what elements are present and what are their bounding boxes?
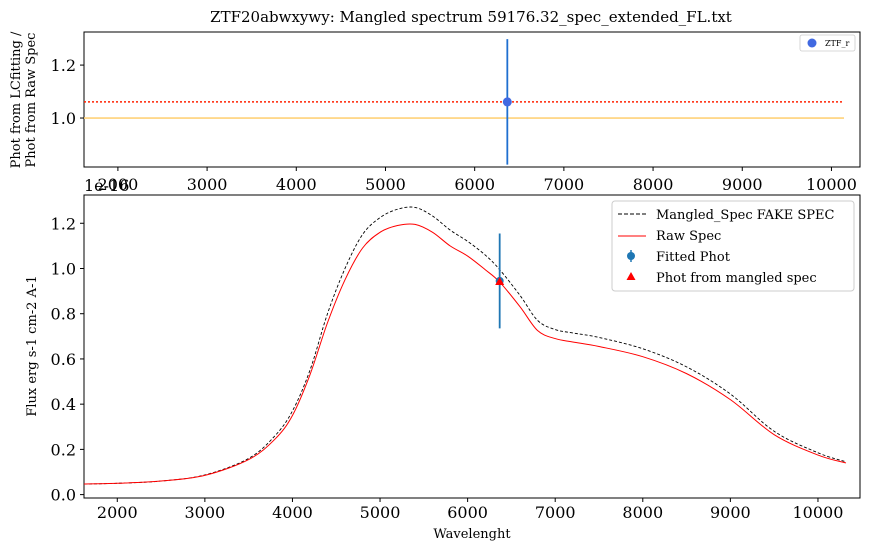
ratio-x-tick-label: 6000: [454, 175, 495, 194]
ratio-y-tick-label: 1.2: [51, 56, 76, 75]
x-tick-label: 7000: [535, 503, 576, 522]
ratio-x-tick-label: 2000: [98, 175, 139, 194]
ratio-x-tick-label: 7000: [544, 175, 585, 194]
ratio-x-tick-label: 4000: [276, 175, 317, 194]
mangled-phot-point: [495, 277, 505, 286]
ratio-y-axis-label-line1: Phot from LCfitting /: [9, 31, 24, 168]
y-tick-label: 0.4: [51, 395, 76, 414]
ratio-legend-marker: [807, 38, 817, 48]
chart-title: ZTF20abwxywy: Mangled spectrum 59176.32_…: [210, 8, 732, 26]
ratio-x-axis: 2000 3000 4000 5000 6000 7000 8000 9000 10000: [98, 167, 857, 194]
x-tick-label: 10000: [793, 503, 844, 522]
ratio-y-axis-label-line2: Phot from Raw Spec: [24, 33, 39, 168]
legend-label-mangled: Mangled_Spec FAKE SPEC: [656, 208, 835, 223]
x-tick-label: 3000: [185, 503, 226, 522]
legend-label-raw: Raw Spec: [656, 229, 721, 244]
legend-box: [611, 200, 855, 292]
ratio-x-tick-label: 10000: [806, 175, 857, 194]
ratio-x-tick-label: 3000: [187, 175, 228, 194]
legend-marker-phot-mangled: [626, 272, 636, 280]
y-tick-label: 0.0: [51, 486, 76, 505]
spectrum-x-axis: 2000 3000 4000 5000 6000 7000 8000 9000 10000: [97, 498, 843, 522]
spectrum-panel: 2000 3000 4000 5000 6000 7000 8000 9000 10000 0.…: [25, 176, 861, 542]
x-tick-label: 9000: [710, 503, 751, 522]
raw-spectrum-line: [83, 223, 847, 485]
spectrum-plot-frame: [83, 194, 861, 499]
ratio-panel: 2000 3000 4000 5000 6000 7000 8000 9000 10000 1.…: [9, 31, 861, 194]
offset-text: 1e-16: [84, 176, 129, 195]
x-tick-label: 6000: [447, 503, 488, 522]
x-axis-label: Wavelenght: [433, 527, 511, 542]
ratio-x-tick-label: 5000: [365, 175, 406, 194]
legend-label-phot-mangled: Phot from mangled spec: [656, 271, 817, 286]
ratio-legend-label: ZTF_r: [825, 39, 849, 48]
x-tick-label: 2000: [97, 503, 138, 522]
spectrum-lines: [83, 206, 847, 485]
x-tick-label: 4000: [272, 503, 313, 522]
y-axis-label: Flux erg s-1 cm-2 A-1: [25, 275, 40, 416]
y-tick-label: 0.8: [51, 305, 76, 324]
legend-marker-fitted: [627, 252, 635, 260]
y-tick-label: 0.6: [51, 350, 76, 369]
ratio-reference-lines: [84, 101, 844, 119]
spectrum-points: [495, 233, 505, 329]
ratio-point: [502, 97, 512, 107]
ratio-y-axis: 1.0 1.2: [51, 56, 84, 128]
ratio-plot-frame: [83, 31, 861, 168]
spectrum-legend: Mangled_Spec FAKE SPEC Raw Spec Fitted P…: [611, 200, 855, 292]
x-tick-label: 5000: [360, 503, 401, 522]
ratio-points: [502, 39, 512, 165]
ratio-x-tick-label: 8000: [633, 175, 674, 194]
legend-label-fitted: Fitted Phot: [656, 250, 731, 265]
y-tick-label: 0.2: [51, 440, 76, 459]
ratio-y-tick-label: 1.0: [51, 109, 76, 128]
spectrum-y-axis: 0.0 0.2 0.4 0.6 0.8 1.0 1.2: [51, 214, 84, 505]
y-tick-label: 1.2: [51, 214, 76, 233]
ratio-legend: ZTF_r: [799, 34, 856, 52]
mangled-spectrum-line: [83, 206, 847, 485]
y-tick-label: 1.0: [51, 259, 76, 278]
x-tick-label: 8000: [622, 503, 663, 522]
ratio-x-tick-label: 9000: [722, 175, 763, 194]
